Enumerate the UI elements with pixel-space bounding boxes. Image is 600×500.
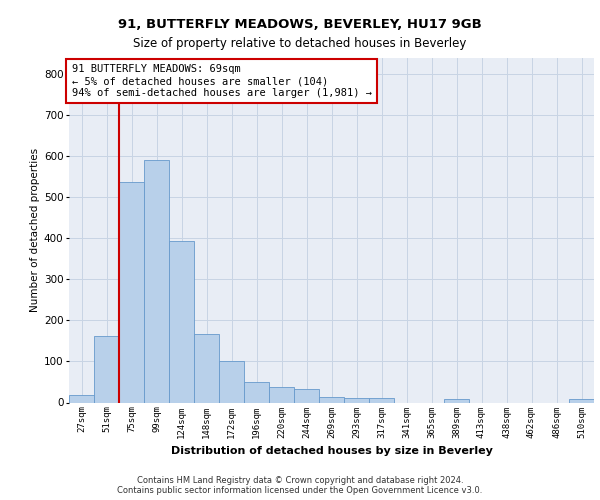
Text: Size of property relative to detached houses in Beverley: Size of property relative to detached ho… bbox=[133, 38, 467, 51]
Bar bbox=[169, 241, 194, 402]
Bar bbox=[244, 382, 269, 402]
Bar bbox=[94, 336, 119, 402]
Bar bbox=[319, 397, 344, 402]
Text: Contains HM Land Registry data © Crown copyright and database right 2024.
Contai: Contains HM Land Registry data © Crown c… bbox=[118, 476, 482, 495]
Bar bbox=[369, 398, 394, 402]
Bar bbox=[294, 390, 319, 402]
Bar bbox=[119, 182, 144, 402]
Y-axis label: Number of detached properties: Number of detached properties bbox=[29, 148, 40, 312]
X-axis label: Distribution of detached houses by size in Beverley: Distribution of detached houses by size … bbox=[170, 446, 493, 456]
Text: 91 BUTTERFLY MEADOWS: 69sqm
← 5% of detached houses are smaller (104)
94% of sem: 91 BUTTERFLY MEADOWS: 69sqm ← 5% of deta… bbox=[71, 64, 371, 98]
Bar bbox=[69, 395, 94, 402]
Bar bbox=[444, 399, 469, 402]
Bar bbox=[344, 398, 369, 402]
Bar bbox=[219, 361, 244, 403]
Text: 91, BUTTERFLY MEADOWS, BEVERLEY, HU17 9GB: 91, BUTTERFLY MEADOWS, BEVERLEY, HU17 9G… bbox=[118, 18, 482, 30]
Bar bbox=[144, 160, 169, 402]
Bar bbox=[194, 334, 219, 402]
Bar bbox=[569, 399, 594, 402]
Bar bbox=[269, 388, 294, 402]
